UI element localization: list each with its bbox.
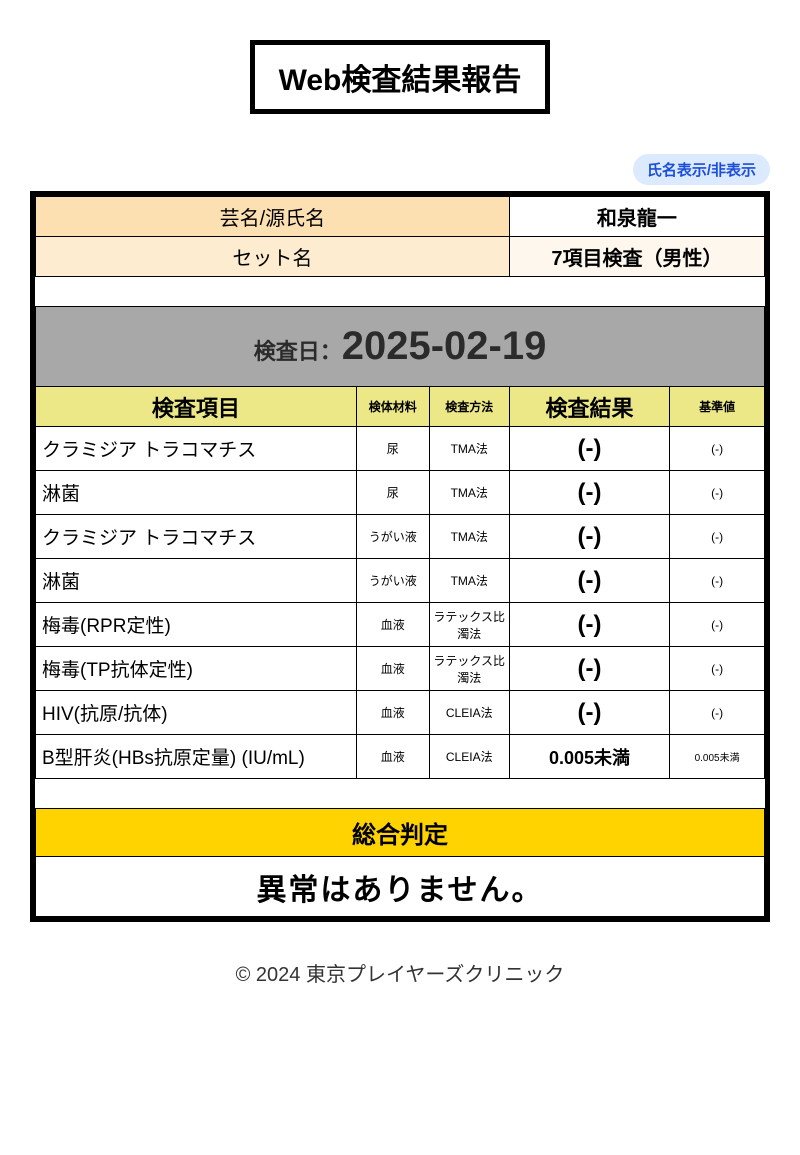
- cell-material: うがい液: [356, 515, 429, 559]
- page-title: Web検査結果報告: [250, 40, 551, 114]
- cell-item: 淋菌: [36, 559, 357, 603]
- cell-result: (-): [509, 515, 669, 559]
- cell-result: 0.005未満: [509, 735, 669, 779]
- table-row: 梅毒(RPR定性)血液ラテックス比濁法(-)(-): [36, 603, 765, 647]
- cell-item: クラミジア トラコマチス: [36, 427, 357, 471]
- col-result: 検査結果: [509, 387, 669, 427]
- table-row: 梅毒(TP抗体定性)血液ラテックス比濁法(-)(-): [36, 647, 765, 691]
- spacer: [36, 779, 765, 809]
- table-row: クラミジア トラコマチス尿TMA法(-)(-): [36, 427, 765, 471]
- cell-item: 梅毒(TP抗体定性): [36, 647, 357, 691]
- verdict-value-row: 異常はありません。: [36, 857, 765, 917]
- name-value: 和泉龍一: [509, 197, 764, 237]
- spacer: [36, 277, 765, 307]
- cell-material: 血液: [356, 603, 429, 647]
- cell-material: 血液: [356, 735, 429, 779]
- cell-method: ラテックス比濁法: [429, 603, 509, 647]
- date-value: 2025-02-19: [342, 324, 547, 368]
- cell-ref: (-): [670, 471, 765, 515]
- cell-result: (-): [509, 647, 669, 691]
- info-row-set: セット名 7項目検査（男性）: [36, 237, 765, 277]
- cell-material: 尿: [356, 471, 429, 515]
- table-row: 淋菌尿TMA法(-)(-): [36, 471, 765, 515]
- toggle-name-button[interactable]: 氏名表示/非表示: [633, 154, 770, 185]
- cell-item: B型肝炎(HBs抗原定量) (IU/mL): [36, 735, 357, 779]
- cell-ref: (-): [670, 603, 765, 647]
- spacer-row: [36, 277, 765, 307]
- cell-material: 尿: [356, 427, 429, 471]
- table-row: B型肝炎(HBs抗原定量) (IU/mL)血液CLEIA法0.005未満0.00…: [36, 735, 765, 779]
- header-row: 検査項目 検体材料 検査方法 検査結果 基準値: [36, 387, 765, 427]
- cell-item: 梅毒(RPR定性): [36, 603, 357, 647]
- col-item: 検査項目: [36, 387, 357, 427]
- cell-ref: (-): [670, 647, 765, 691]
- table-row: 淋菌うがい液TMA法(-)(-): [36, 559, 765, 603]
- cell-ref: 0.005未満: [670, 735, 765, 779]
- set-label: セット名: [36, 237, 510, 277]
- toggle-row: 氏名表示/非表示: [30, 154, 770, 185]
- cell-result: (-): [509, 603, 669, 647]
- report-table: 芸名/源氏名 和泉龍一 セット名 7項目検査（男性） 検査日：2025-02-1…: [35, 196, 765, 917]
- verdict-value: 異常はありません。: [36, 857, 765, 917]
- col-material: 検体材料: [356, 387, 429, 427]
- cell-material: うがい液: [356, 559, 429, 603]
- cell-method: CLEIA法: [429, 735, 509, 779]
- cell-method: TMA法: [429, 427, 509, 471]
- info-row-name: 芸名/源氏名 和泉龍一: [36, 197, 765, 237]
- spacer-row-2: [36, 779, 765, 809]
- cell-method: ラテックス比濁法: [429, 647, 509, 691]
- cell-material: 血液: [356, 647, 429, 691]
- cell-material: 血液: [356, 691, 429, 735]
- col-ref: 基準値: [670, 387, 765, 427]
- table-row: クラミジア トラコマチスうがい液TMA法(-)(-): [36, 515, 765, 559]
- table-row: HIV(抗原/抗体)血液CLEIA法(-)(-): [36, 691, 765, 735]
- cell-item: 淋菌: [36, 471, 357, 515]
- cell-ref: (-): [670, 691, 765, 735]
- set-value: 7項目検査（男性）: [509, 237, 764, 277]
- report-page: Web検査結果報告 氏名表示/非表示 芸名/源氏名 和泉龍一 セット名 7項目検…: [0, 0, 800, 1007]
- name-label: 芸名/源氏名: [36, 197, 510, 237]
- date-row: 検査日：2025-02-19: [36, 307, 765, 387]
- cell-result: (-): [509, 427, 669, 471]
- col-method: 検査方法: [429, 387, 509, 427]
- cell-ref: (-): [670, 427, 765, 471]
- date-label: 検査日：: [254, 339, 342, 364]
- exam-date: 検査日：2025-02-19: [36, 307, 765, 387]
- cell-result: (-): [509, 559, 669, 603]
- verdict-label: 総合判定: [36, 809, 765, 857]
- cell-item: クラミジア トラコマチス: [36, 515, 357, 559]
- footer-copyright: © 2024 東京プレイヤーズクリニック: [30, 958, 770, 987]
- cell-result: (-): [509, 691, 669, 735]
- cell-method: TMA法: [429, 559, 509, 603]
- cell-ref: (-): [670, 559, 765, 603]
- cell-result: (-): [509, 471, 669, 515]
- cell-item: HIV(抗原/抗体): [36, 691, 357, 735]
- cell-ref: (-): [670, 515, 765, 559]
- cell-method: CLEIA法: [429, 691, 509, 735]
- cell-method: TMA法: [429, 471, 509, 515]
- verdict-label-row: 総合判定: [36, 809, 765, 857]
- cell-method: TMA法: [429, 515, 509, 559]
- report-frame: 芸名/源氏名 和泉龍一 セット名 7項目検査（男性） 検査日：2025-02-1…: [30, 191, 770, 922]
